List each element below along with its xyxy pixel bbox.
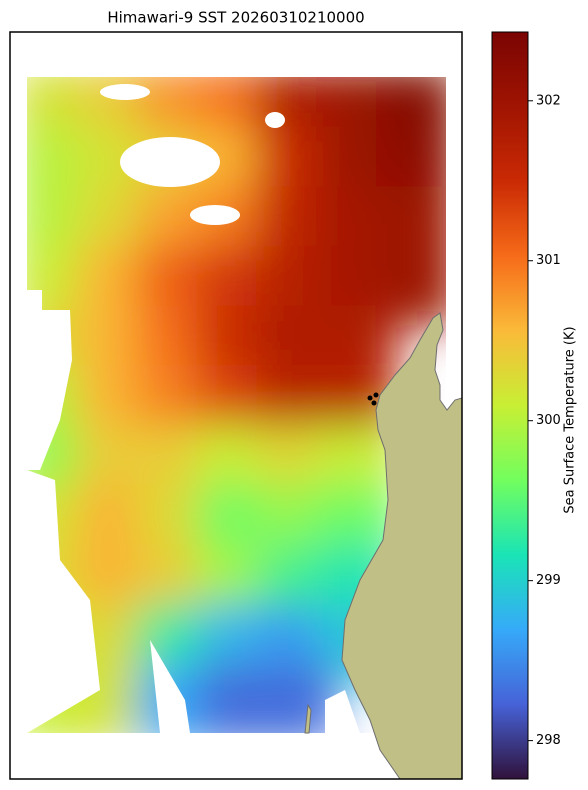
island xyxy=(304,703,312,734)
cloud-gap xyxy=(150,640,190,733)
colorbar-tick-label: 302 xyxy=(536,93,561,108)
cloud-gap xyxy=(325,690,360,733)
colorbar-tick-label: 301 xyxy=(536,253,561,268)
map-frame xyxy=(9,31,463,780)
colorbar xyxy=(491,31,529,780)
cloud-gap xyxy=(265,112,285,128)
chart-title: Himawari-9 SST 20260310210000 xyxy=(107,9,364,27)
colorbar-tick-label: 300 xyxy=(536,413,561,428)
cloud-gap xyxy=(27,470,100,733)
cloud-gap xyxy=(100,84,150,100)
cloud-gap xyxy=(27,310,72,470)
cloud-gap xyxy=(120,137,220,187)
colorbar-tick-label: 299 xyxy=(536,573,561,588)
cloud-gap xyxy=(190,205,240,225)
sst-cell xyxy=(256,663,337,733)
colorbar-tick-label: 298 xyxy=(536,733,561,748)
station xyxy=(371,400,377,406)
station xyxy=(367,395,373,401)
station xyxy=(373,392,379,398)
cloud-gap xyxy=(27,290,42,310)
overlay xyxy=(27,84,462,779)
colorbar-label: Sea Surface Temperature (K) xyxy=(563,326,578,513)
land xyxy=(341,312,462,779)
